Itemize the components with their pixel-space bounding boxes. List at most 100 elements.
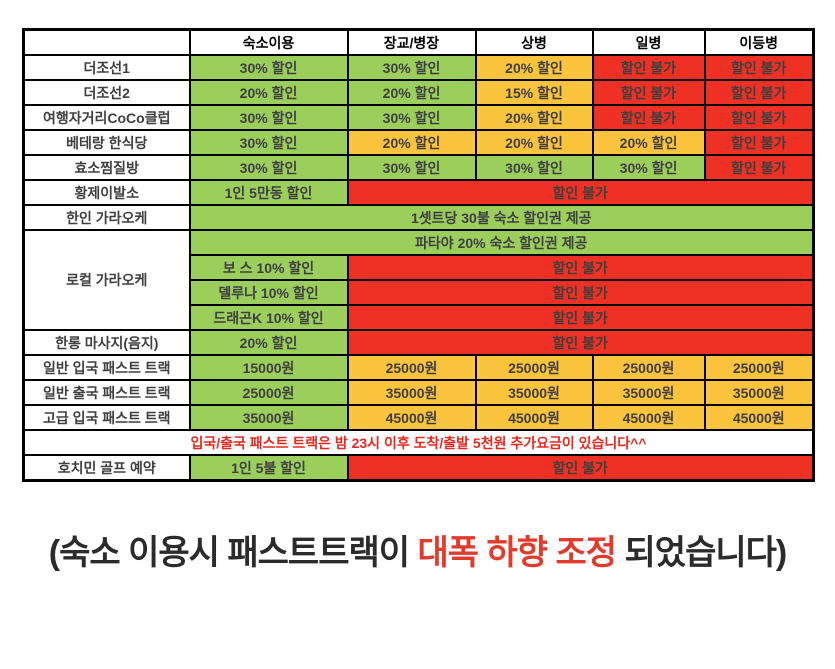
- status-cell-yellow: 20% 할인: [591, 129, 706, 156]
- status-cell-red: 할인 불가: [703, 54, 815, 81]
- status-cell-green: 30% 할인: [346, 54, 477, 81]
- status-cell-yellow: 35000원: [346, 379, 477, 406]
- status-cell-green: 30% 할인: [591, 154, 706, 181]
- corner-header-cell: [22, 28, 191, 56]
- row-label: 한롱 마사지(음지): [22, 329, 191, 356]
- status-cell-red: 할인 불가: [346, 254, 815, 281]
- status-cell-yellow: 15% 할인: [474, 79, 594, 106]
- row-label: 로컬 가라오케: [22, 229, 191, 331]
- status-cell-green: 파타야 20% 숙소 할인권 제공: [188, 229, 815, 256]
- status-cell-yellow: 45000원: [474, 404, 594, 431]
- table-header: 숙소이용 장교/병장 상병 일병 이등병: [22, 28, 815, 56]
- status-cell-yellow: 35000원: [474, 379, 594, 406]
- status-cell-green: 15000원: [188, 354, 349, 381]
- table-row: 호치민 골프 예약 1인 5불 할인 할인 불가: [22, 454, 815, 482]
- status-cell-green: 30% 할인: [188, 154, 349, 181]
- caption-highlight: 대폭 하향 조정: [417, 534, 618, 572]
- status-cell-green: 30% 할인: [346, 104, 477, 131]
- status-cell-red: 할인 불가: [346, 279, 815, 306]
- status-cell-yellow: 20% 할인: [346, 129, 477, 156]
- row-label: 호치민 골프 예약: [22, 454, 191, 482]
- status-cell-yellow: 35000원: [703, 379, 815, 406]
- table-row: 드래곤K 10% 할인 할인 불가: [24, 304, 815, 331]
- table-row: 효소찜질방 30% 할인 30% 할인 30% 할인 30% 할인 할인 불가: [22, 154, 815, 181]
- table-row: 보 스 10% 할인 할인 불가: [24, 254, 815, 281]
- status-cell-green: 30% 할인: [474, 154, 594, 181]
- table-row: 더조선2 20% 할인 20% 할인 15% 할인 할인 불가 할인 불가: [22, 79, 815, 106]
- status-cell-yellow: 25000원: [474, 354, 594, 381]
- status-cell-red: 할인 불가: [346, 329, 815, 356]
- caption: (숙소 이용시 패스트트랙이 대폭 하향 조정 되었습니다): [0, 526, 835, 581]
- table-row: 델루나 10% 할인 할인 불가: [24, 279, 815, 306]
- status-cell-red: 할인 불가: [703, 104, 815, 131]
- status-cell-red: 할인 불가: [591, 79, 706, 106]
- status-cell-yellow: 25000원: [703, 354, 815, 381]
- status-cell-yellow: 45000원: [346, 404, 477, 431]
- status-cell-red: 할인 불가: [703, 129, 815, 156]
- row-label: 베테랑 한식당: [22, 129, 191, 156]
- status-cell-yellow: 45000원: [703, 404, 815, 431]
- table-row: 더조선1 30% 할인 30% 할인 20% 할인 할인 불가 할인 불가: [22, 54, 815, 81]
- row-label: 일반 출국 패스트 트랙: [22, 379, 191, 406]
- row-label: 한인 가라오케: [22, 204, 191, 231]
- table-row: 고급 입국 패스트 트랙 35000원 45000원 45000원 45000원 4500…: [22, 404, 815, 431]
- status-cell-green: 드래곤K 10% 할인: [188, 304, 349, 331]
- status-cell-green: 35000원: [188, 404, 349, 431]
- note-cell: 입국/출국 패스트 트랙은 밤 23시 이후 도착/출발 5천원 추가요금이 있…: [22, 429, 815, 456]
- table-row: 로컬 가라오케 파타야 20% 숙소 할인권 제공: [22, 229, 815, 331]
- header-row: 숙소이용 장교/병장 상병 일병 이등병: [22, 28, 815, 56]
- row-label: 효소찜질방: [22, 154, 191, 181]
- row-label: 더조선2: [22, 79, 191, 106]
- column-header: 장교/병장: [346, 28, 477, 56]
- table-row: 한인 가라오케 1셋트당 30불 숙소 할인권 제공: [22, 204, 815, 231]
- status-cell-green: 20% 할인: [188, 79, 349, 106]
- row-label: 여행자거리CoCo클럽: [22, 104, 191, 131]
- status-cell-green: 델루나 10% 할인: [188, 279, 349, 306]
- status-cell-green: 20% 할인: [188, 329, 349, 356]
- status-cell-green: 30% 할인: [188, 104, 349, 131]
- status-cell-yellow: 20% 할인: [474, 54, 594, 81]
- table-row: 일반 입국 패스트 트랙 15000원 25000원 25000원 25000원 2500…: [22, 354, 815, 381]
- status-cell-yellow: 20% 할인: [474, 129, 594, 156]
- page: 숙소이용 장교/병장 상병 일병 이등병 더조선1 30% 할인 30% 할인 20% 할인 할…: [0, 28, 835, 669]
- row-label: 황제이발소: [22, 179, 191, 206]
- status-cell-green: 1인 5만동 할인: [188, 179, 349, 206]
- status-cell-green: 보 스 10% 할인: [188, 254, 349, 281]
- table-row: 여행자거리CoCo클럽 30% 할인 30% 할인 20% 할인 할인 불가 할인 불가: [22, 104, 815, 131]
- status-cell-green: 30% 할인: [188, 54, 349, 81]
- column-header: 숙소이용: [188, 28, 349, 56]
- row-label: 더조선1: [22, 54, 191, 81]
- table-row: 한롱 마사지(음지) 20% 할인 할인 불가: [22, 329, 815, 356]
- discount-table: 숙소이용 장교/병장 상병 일병 이등병 더조선1 30% 할인 30% 할인 20% 할인 할…: [22, 28, 815, 482]
- status-cell-red: 할인 불가: [346, 179, 815, 206]
- column-header: 이등병: [703, 28, 815, 56]
- table-row: 입국/출국 패스트 트랙은 밤 23시 이후 도착/출발 5천원 추가요금이 있…: [22, 429, 815, 456]
- table-row: 황제이발소 1인 5만동 할인 할인 불가: [22, 179, 815, 206]
- status-cell-red: 할인 불가: [346, 454, 815, 482]
- status-cell-yellow: 25000원: [591, 354, 706, 381]
- status-cell-green: 1인 5불 할인: [188, 454, 349, 482]
- table-body: 더조선1 30% 할인 30% 할인 20% 할인 할인 불가 할인 불가 더조선2 20% …: [22, 54, 815, 482]
- status-cell-red: 할인 불가: [591, 54, 706, 81]
- status-cell-red: 할인 불가: [703, 154, 815, 181]
- status-cell-red: 할인 불가: [346, 304, 815, 331]
- status-cell-red: 할인 불가: [703, 79, 815, 106]
- status-cell-yellow: 25000원: [346, 354, 477, 381]
- caption-text-before: (숙소 이용시 패스트트랙이: [48, 534, 418, 572]
- status-cell-yellow: 45000원: [591, 404, 706, 431]
- status-cell-green: 25000원: [188, 379, 349, 406]
- status-cell-green: 30% 할인: [346, 154, 477, 181]
- status-cell-green: 20% 할인: [346, 79, 477, 106]
- status-cell-green: 30% 할인: [188, 129, 349, 156]
- status-cell-yellow: 35000원: [591, 379, 706, 406]
- status-cell-yellow: 20% 할인: [474, 104, 594, 131]
- column-header: 일병: [591, 28, 706, 56]
- status-cell-green: 1셋트당 30불 숙소 할인권 제공: [188, 204, 815, 231]
- caption-text-after: 되었습니다): [616, 534, 788, 572]
- row-label: 고급 입국 패스트 트랙: [22, 404, 191, 431]
- table-row: 일반 출국 패스트 트랙 25000원 35000원 35000원 35000원 3500…: [22, 379, 815, 406]
- row-label: 일반 입국 패스트 트랙: [22, 354, 191, 381]
- column-header: 상병: [474, 28, 594, 56]
- status-cell-red: 할인 불가: [591, 104, 706, 131]
- table-row: 베테랑 한식당 30% 할인 20% 할인 20% 할인 20% 할인 할인 불가: [22, 129, 815, 156]
